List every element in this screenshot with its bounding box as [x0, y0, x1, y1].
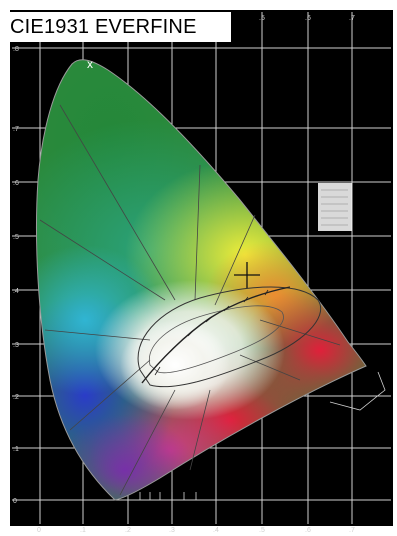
x-tick-label: .3 — [169, 527, 175, 534]
y-tick-label: .6 — [13, 180, 19, 187]
x-tick-label: 0 — [37, 527, 41, 534]
bottom-scale-marks — [139, 492, 197, 500]
y-tick-label: .1 — [13, 446, 19, 453]
color-region-boundaries — [39, 104, 341, 496]
x-tick-label: .5 — [259, 527, 265, 534]
x-tick-label: .6 — [305, 15, 311, 22]
y-axis-ticks: .8 .7 .6 .5 .4 .3 .2 .1 0 — [13, 46, 19, 505]
isotemperature-ticks — [154, 289, 269, 376]
measured-point-crosshair — [234, 262, 260, 288]
legend-box — [318, 183, 352, 231]
y-tick-label: .8 — [13, 46, 19, 53]
x-tick-label: .2 — [125, 527, 131, 534]
diagram-title: CIE1931 EVERFINE — [10, 15, 197, 38]
spectral-locus-outline — [36, 59, 367, 501]
x-tick-label: .7 — [349, 15, 355, 22]
white-region-inner-boundary — [148, 305, 284, 374]
x-tick-label: .4 — [213, 527, 219, 534]
y-tick-label: .2 — [13, 394, 19, 401]
y-tick-label: .4 — [13, 288, 19, 295]
y-tick-label: .5 — [13, 234, 19, 241]
x-tick-label: .7 — [349, 527, 355, 534]
header-mark: x — [87, 57, 93, 71]
y-tick-label: 0 — [13, 498, 17, 505]
leader-line — [329, 371, 386, 411]
x-tick-label: .1 — [80, 527, 86, 534]
y-tick-label: .3 — [13, 342, 19, 349]
y-tick-label: .7 — [13, 126, 19, 133]
x-tick-label: .6 — [305, 527, 311, 534]
title-box: CIE1931 EVERFINE — [7, 12, 231, 42]
x-tick-label: .5 — [259, 15, 265, 22]
legend-lines — [321, 189, 348, 226]
white-region-outer-boundary — [137, 286, 322, 388]
